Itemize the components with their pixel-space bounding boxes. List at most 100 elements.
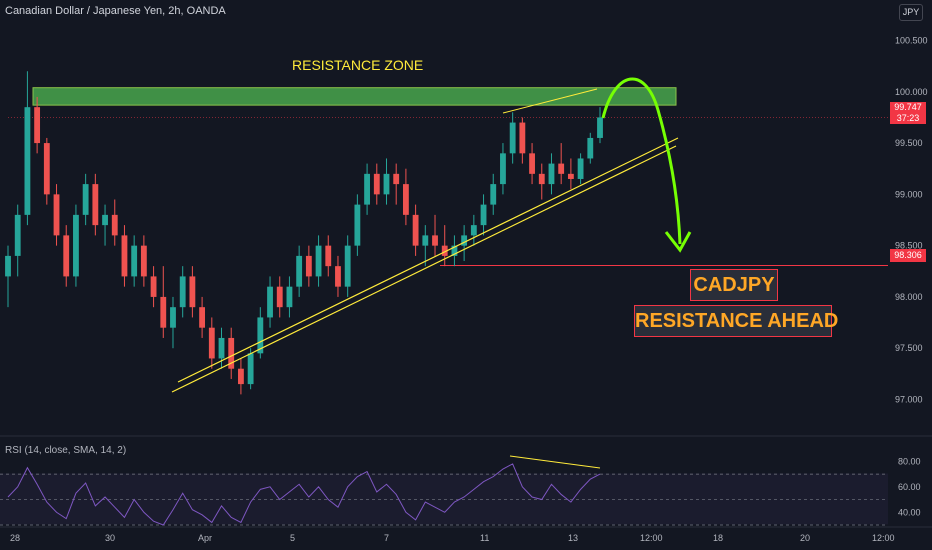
rsi-divergence-line — [509, 455, 601, 469]
candle-body — [170, 307, 176, 328]
candle-body — [14, 214, 21, 256]
candle-body — [461, 235, 468, 246]
time-tick-label: 18 — [713, 533, 723, 543]
rsi-band — [0, 473, 888, 525]
currency-button[interactable]: JPY — [899, 4, 923, 21]
candle-body — [121, 235, 128, 277]
candle-body — [412, 214, 419, 246]
resistance-zone-label: RESISTANCE ZONE — [292, 57, 424, 73]
candle-body — [480, 204, 487, 226]
candle-body — [160, 296, 167, 328]
candle-body — [257, 317, 264, 354]
candle-body — [150, 276, 157, 297]
resistance-zone-rect — [32, 87, 677, 106]
candle-body — [92, 184, 99, 226]
arrow-head — [664, 231, 692, 253]
candle-body — [354, 204, 361, 246]
candle-body — [441, 245, 448, 256]
candle-body — [189, 276, 196, 308]
price-axis: 97.000 97.500 98.000 98.500 99.000 99.500 100.… — [895, 36, 928, 405]
rsi-axis: 40.00 60.00 80.00 — [898, 456, 921, 517]
candle-body — [199, 307, 206, 328]
candle-body — [24, 107, 31, 215]
candle-body — [238, 368, 244, 385]
rsi-tick-label: 80.00 — [898, 456, 921, 466]
candle-body — [179, 276, 186, 308]
candle-body — [228, 337, 235, 369]
resistance-ahead-annotation: RESISTANCE AHEAD — [634, 305, 838, 337]
rsi-tick-label: 40.00 — [898, 507, 921, 517]
candle-body — [344, 245, 351, 287]
price-tick-label: 98.000 — [895, 292, 923, 302]
time-tick-label: 7 — [384, 533, 389, 543]
candle-body — [490, 184, 497, 205]
candle-body — [102, 214, 108, 226]
trendline-upper — [177, 137, 679, 383]
candle-body — [500, 153, 506, 185]
candle-body — [296, 255, 303, 287]
time-axis: 28 30 Apr 5 7 11 13 12:00 18 20 12:00 — [10, 533, 895, 543]
price-tick-label: 97.000 — [895, 394, 923, 404]
candle-body — [538, 173, 545, 185]
resistance-zone — [32, 87, 677, 106]
candlestick-series — [5, 71, 603, 395]
last-price-badge: 99.747 37:23 — [890, 102, 926, 124]
candle-body — [82, 184, 89, 215]
time-tick-label: 12:00 — [872, 533, 895, 543]
candle-body — [383, 173, 390, 195]
candle-body — [529, 153, 535, 174]
candle-body — [111, 214, 118, 236]
candle-body — [140, 245, 147, 277]
candle-body — [432, 235, 438, 246]
candle-body — [276, 286, 283, 308]
symbol-title: Canadian Dollar / Japanese Yen, 2h, OAND… — [5, 5, 226, 17]
candle-body — [451, 245, 458, 256]
rsi-indicator-title[interactable]: RSI (14, close, SMA, 14, 2) — [5, 445, 127, 456]
candle-body — [267, 286, 273, 318]
candle-body — [373, 173, 380, 195]
candle-body — [247, 353, 254, 385]
rsi-tick-label: 60.00 — [898, 482, 921, 492]
trendlines — [171, 88, 679, 469]
price-divergence-line — [502, 88, 598, 114]
candle-body — [567, 173, 574, 179]
price-tick-label: 98.500 — [895, 241, 923, 251]
candle-body — [73, 214, 79, 277]
price-tick-label: 99.500 — [895, 138, 923, 148]
arrow-curve — [601, 77, 682, 245]
time-tick-label: 5 — [290, 533, 295, 543]
candle-body — [364, 173, 370, 205]
candle-body — [422, 235, 429, 246]
candle-body — [305, 255, 312, 277]
projection-arrow — [601, 77, 692, 253]
candle-body — [131, 245, 138, 277]
candle-body — [325, 245, 332, 267]
rsi-line — [7, 463, 601, 526]
time-tick-label: 13 — [568, 533, 578, 543]
candle-body — [5, 255, 11, 277]
candle-body — [315, 245, 322, 277]
candle-body — [63, 235, 70, 277]
rsi-series — [0, 463, 888, 526]
candle-body — [208, 327, 215, 359]
price-tick-label: 99.000 — [895, 189, 923, 199]
countdown-value: 37:23 — [896, 113, 920, 123]
candle-body — [34, 107, 41, 144]
price-tick-label: 100.500 — [895, 36, 928, 46]
candle-body — [597, 117, 603, 138]
candle-body — [577, 158, 584, 179]
time-tick-label: 12:00 — [640, 533, 663, 543]
candle-body — [509, 122, 516, 154]
last-price-value: 99.747 — [894, 102, 922, 112]
candle-body — [43, 143, 50, 195]
price-tick-label: 100.000 — [895, 87, 928, 97]
candle-body — [548, 163, 555, 185]
candle-body — [402, 184, 409, 215]
time-tick-label: 20 — [800, 533, 810, 543]
pair-annotation: CADJPY — [690, 269, 778, 301]
candle-body — [587, 137, 594, 159]
candle-body — [286, 286, 293, 308]
candle-body — [519, 122, 526, 154]
candle-body — [558, 163, 565, 174]
